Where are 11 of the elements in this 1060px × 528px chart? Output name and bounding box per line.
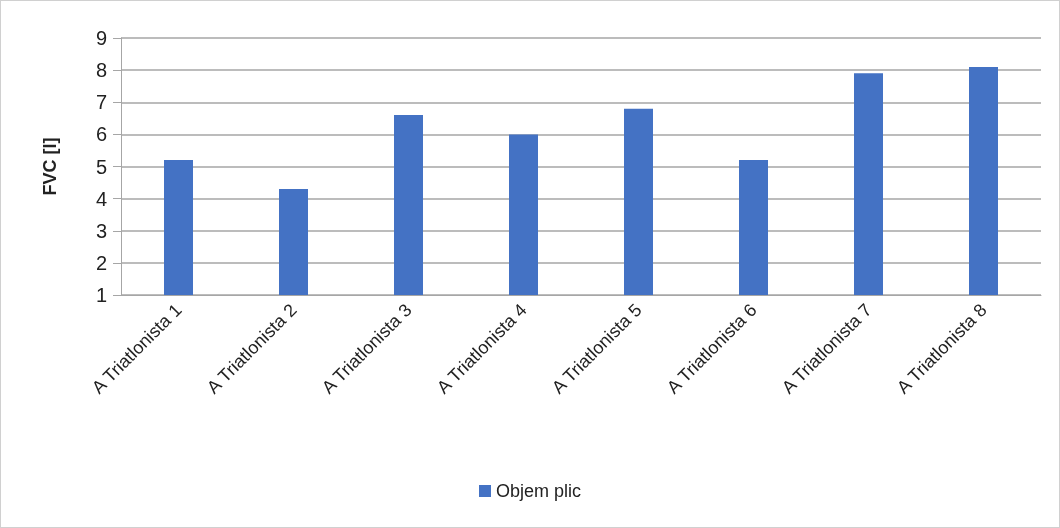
y-tick-label: 9: [95, 27, 107, 49]
y-tick-label: 1: [95, 284, 107, 306]
y-axis-title: FVC [l]: [40, 137, 60, 196]
legend-label: Objem plic: [495, 481, 582, 501]
y-tick-label: 3: [95, 219, 107, 242]
y-tick-label: 8: [95, 59, 107, 82]
y-tick-label: 5: [95, 155, 107, 178]
y-tick-label: 4: [95, 187, 107, 210]
y-tick-label: 2: [95, 251, 107, 274]
y-tick-label: 7: [95, 91, 107, 114]
y-tick-label: 6: [95, 123, 107, 146]
